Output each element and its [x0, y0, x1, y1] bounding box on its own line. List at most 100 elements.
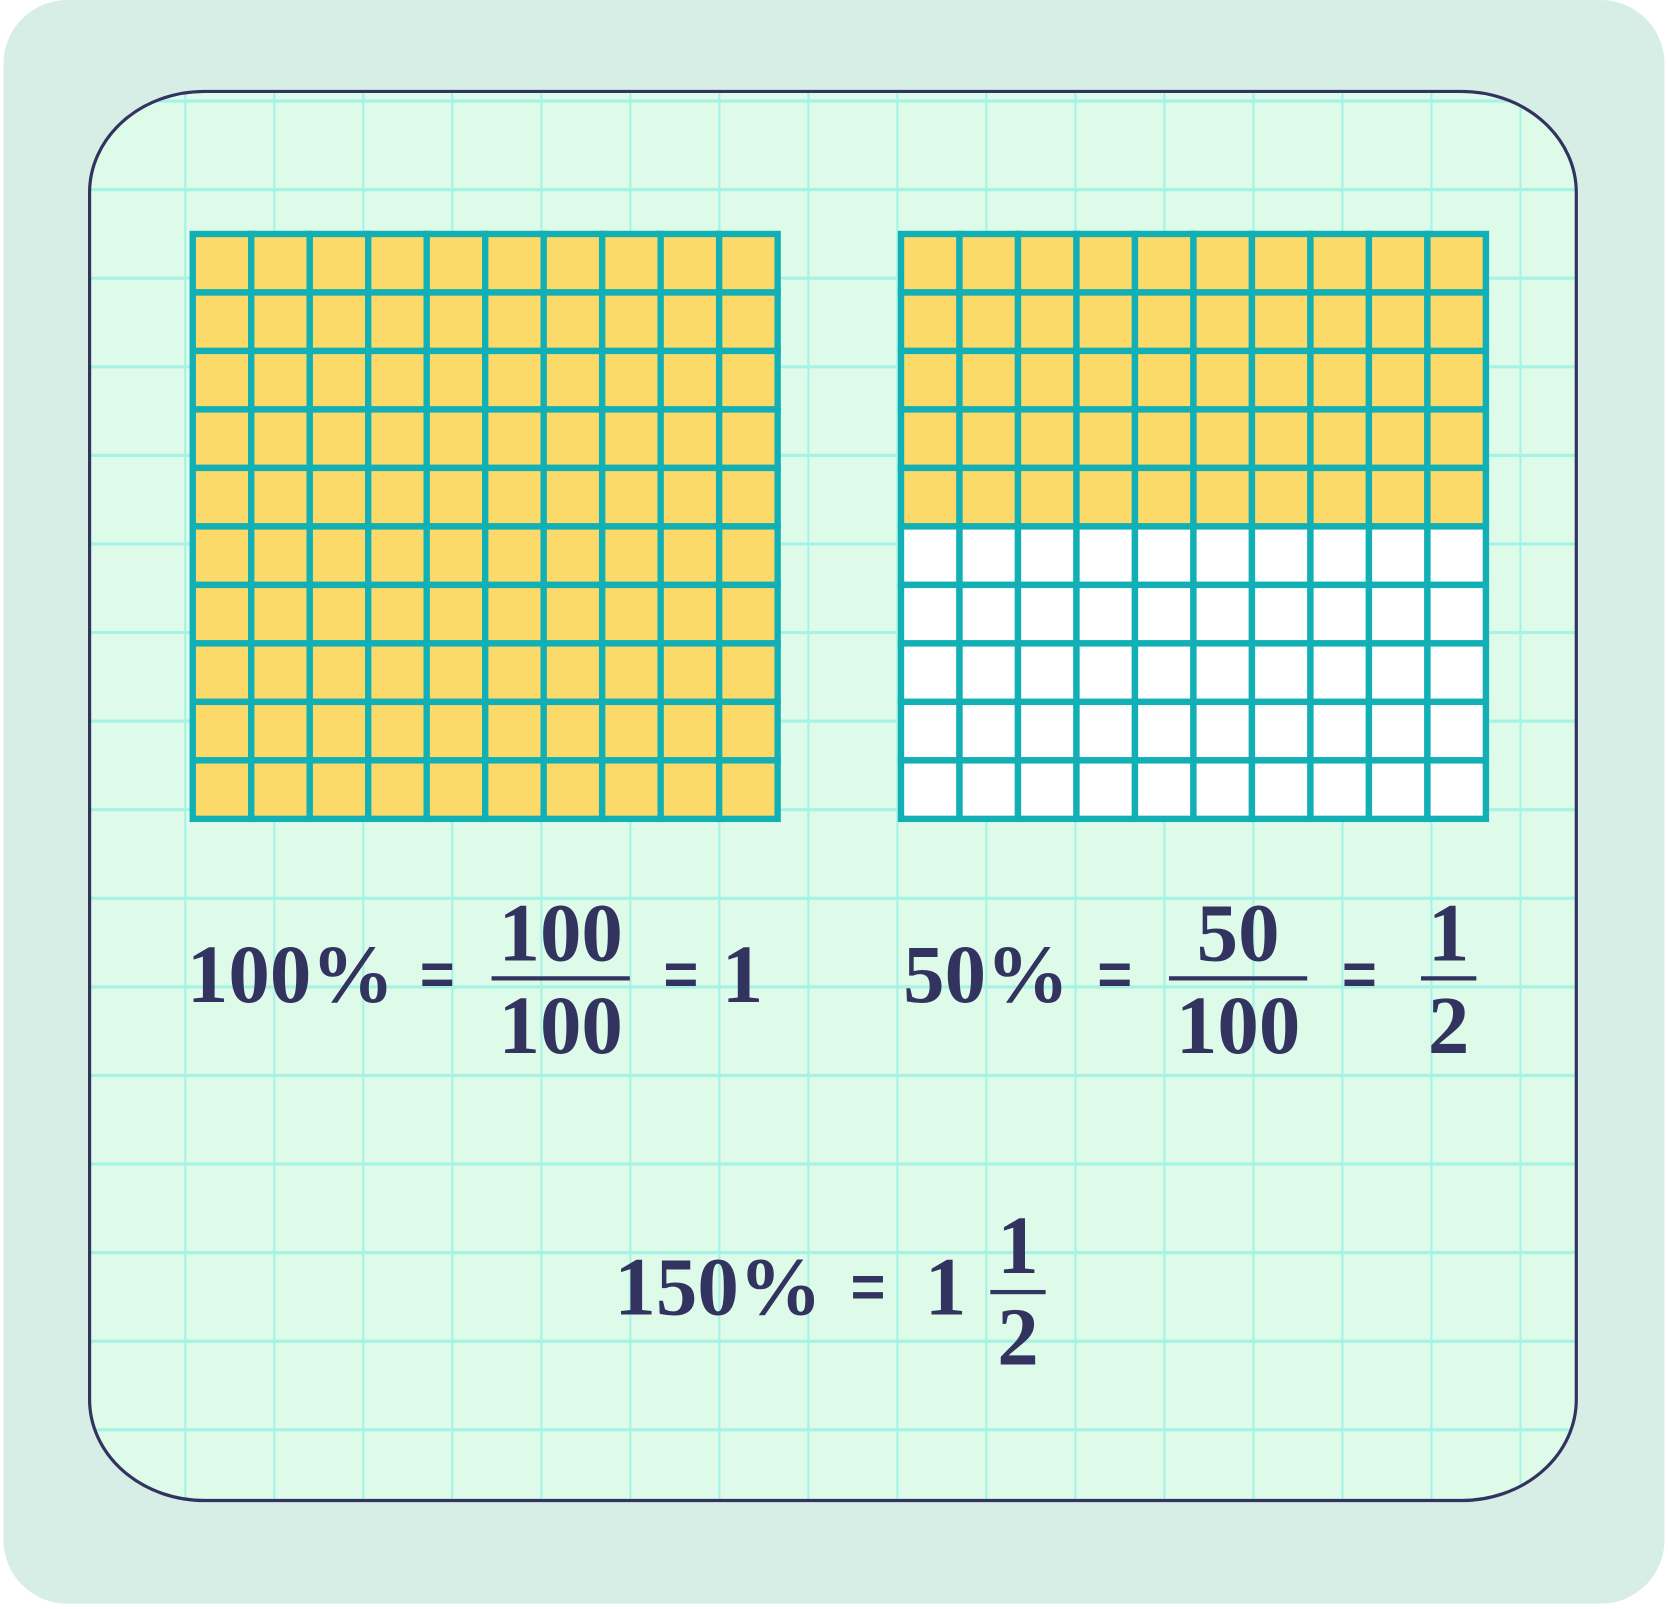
shaded-cell: [189, 757, 255, 823]
shaded-cell: [598, 289, 664, 355]
shaded-cell: [1131, 230, 1197, 296]
shaded-cell: [248, 640, 313, 706]
shaded-cell: [306, 523, 372, 589]
card-border: [87, 89, 1578, 1503]
shaded-cell: [897, 464, 963, 530]
unshaded-cell: [1307, 581, 1373, 647]
shaded-cell: [481, 523, 547, 589]
shaded-cell: [1365, 230, 1431, 296]
shaded-cell: [715, 757, 781, 823]
unshaded-cell: [1424, 757, 1490, 823]
shaded-cell: [189, 581, 255, 647]
unshaded-cell: [1073, 581, 1139, 647]
shaded-cell: [1365, 406, 1431, 472]
shaded-cell: [956, 406, 1022, 472]
shaded-cell: [1014, 406, 1080, 472]
shaded-cell: [657, 230, 723, 296]
shaded-cell: [1365, 347, 1431, 413]
unshaded-cell: [1365, 523, 1431, 589]
unshaded-cell: [1424, 640, 1490, 706]
shaded-cell: [1307, 230, 1373, 296]
shaded-cell: [306, 464, 372, 530]
shaded-cell: [248, 464, 313, 530]
shaded-cell: [540, 406, 606, 472]
unshaded-cell: [897, 698, 963, 764]
shaded-cell: [1190, 230, 1256, 296]
shaded-cell: [248, 289, 313, 355]
shaded-cell: [481, 581, 547, 647]
shaded-cell: [481, 464, 547, 530]
result-denominator: 2: [1428, 979, 1469, 1071]
shaded-cell: [715, 347, 781, 413]
shaded-cell: [1131, 464, 1197, 530]
unshaded-cell: [1190, 698, 1256, 764]
shaded-cell: [1073, 464, 1139, 530]
shaded-cell: [189, 698, 255, 764]
shaded-cell: [1131, 289, 1197, 355]
shaded-cell: [189, 406, 255, 472]
equals-sign: =: [1342, 940, 1377, 1007]
shaded-cell: [306, 581, 372, 647]
equation-50-percent: 50% = 50 100 = 1 2: [903, 886, 1477, 1071]
unshaded-cell: [1365, 640, 1431, 706]
shaded-cell: [365, 230, 430, 296]
shaded-cell: [1190, 464, 1256, 530]
unshaded-cell: [1190, 581, 1256, 647]
shaded-cell: [423, 464, 489, 530]
unshaded-cell: [897, 640, 963, 706]
unshaded-cell: [1073, 640, 1139, 706]
shaded-cell: [715, 640, 781, 706]
shaded-cell: [306, 698, 372, 764]
shaded-cell: [598, 640, 664, 706]
shaded-cell: [715, 230, 781, 296]
shaded-cell: [1248, 289, 1314, 355]
shaded-cell: [956, 230, 1022, 296]
shaded-cell: [306, 347, 372, 413]
unshaded-cell: [1365, 698, 1431, 764]
shaded-cell: [657, 464, 723, 530]
shaded-cell: [715, 698, 781, 764]
whole-number: 1: [925, 1240, 966, 1332]
shaded-cell: [657, 289, 723, 355]
equation-150-percent: 150% = 1 1 2: [614, 1199, 1046, 1382]
shaded-cell: [598, 406, 664, 472]
equals-sign: =: [1097, 940, 1132, 1007]
fraction-numerator: 1: [997, 1199, 1038, 1291]
shaded-cell: [657, 640, 723, 706]
unshaded-cell: [1131, 698, 1197, 764]
shaded-cell: [423, 698, 489, 764]
unshaded-cell: [1307, 698, 1373, 764]
unshaded-cell: [1307, 640, 1373, 706]
shaded-cell: [1424, 347, 1490, 413]
hundred-grid-half: [897, 230, 1490, 823]
shaded-cell: [1073, 230, 1139, 296]
shaded-cell: [715, 523, 781, 589]
shaded-cell: [540, 347, 606, 413]
shaded-cell: [1131, 406, 1197, 472]
shaded-cell: [540, 698, 606, 764]
shaded-cell: [897, 289, 963, 355]
shaded-cell: [956, 289, 1022, 355]
shaded-cell: [365, 698, 430, 764]
fraction-numerator: 100: [498, 886, 622, 978]
shaded-cell: [1424, 230, 1490, 296]
unshaded-cell: [1131, 581, 1197, 647]
fraction-denominator: 100: [498, 979, 622, 1071]
shaded-cell: [1073, 347, 1139, 413]
shaded-cell: [365, 347, 430, 413]
shaded-cell: [1190, 289, 1256, 355]
shaded-cell: [481, 230, 547, 296]
shaded-cell: [598, 581, 664, 647]
shaded-cell: [423, 581, 489, 647]
shaded-cell: [423, 757, 489, 823]
unshaded-cell: [1248, 581, 1314, 647]
shaded-cell: [1073, 289, 1139, 355]
shaded-cell: [1248, 406, 1314, 472]
shaded-cell: [248, 523, 313, 589]
shaded-cell: [598, 698, 664, 764]
unshaded-cell: [1073, 698, 1139, 764]
shaded-cell: [598, 230, 664, 296]
shaded-cell: [481, 289, 547, 355]
shaded-cell: [956, 464, 1022, 530]
